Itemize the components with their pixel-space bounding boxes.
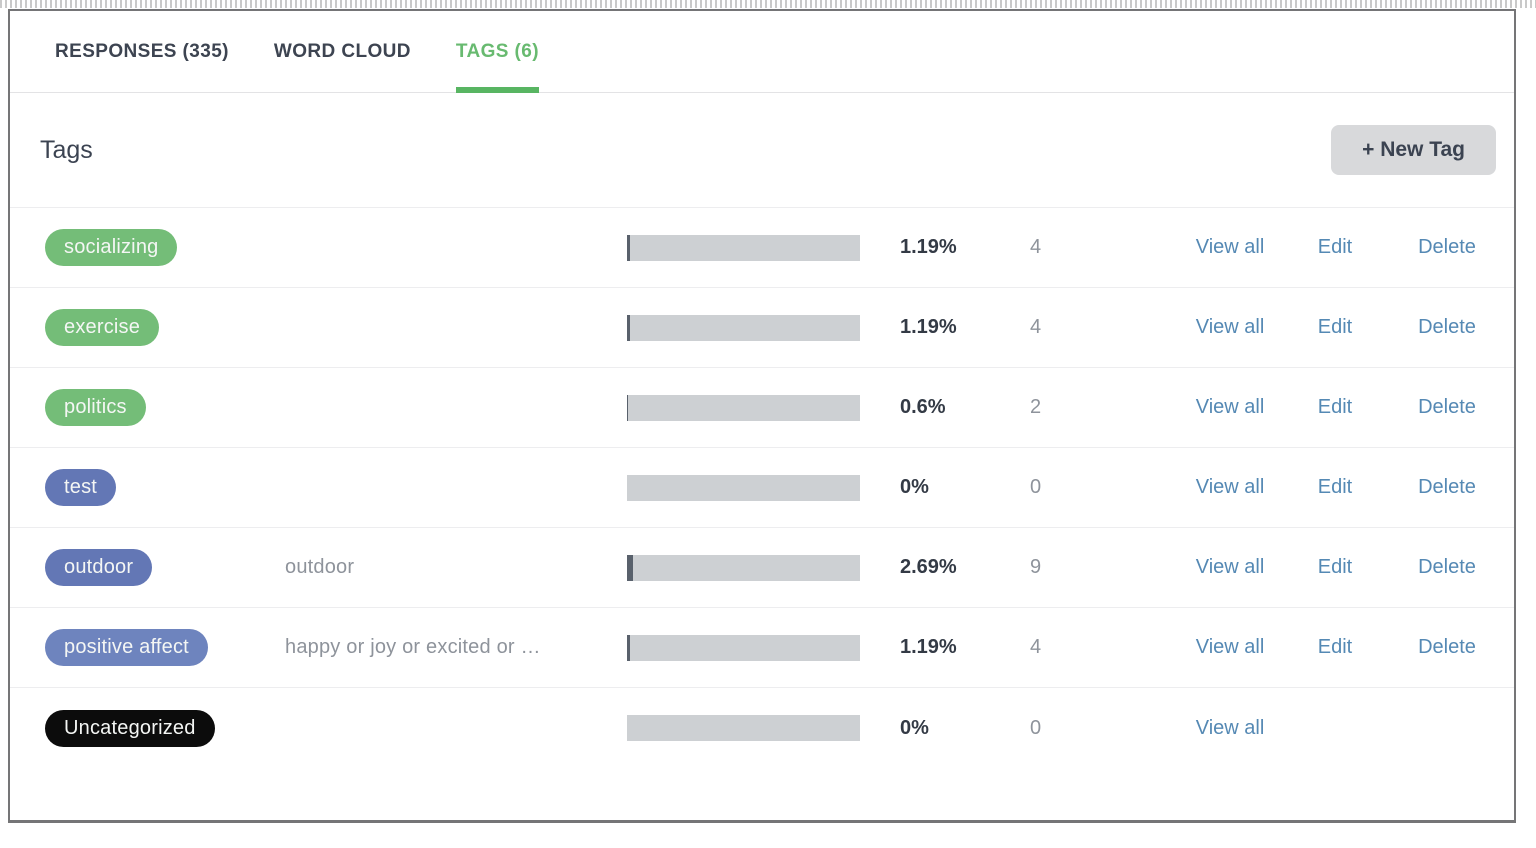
active-tab-indicator bbox=[455, 87, 539, 93]
tag-pill-cell: outdoor bbox=[45, 549, 285, 586]
view-all-link[interactable]: View all bbox=[1195, 476, 1265, 498]
tag-row: exercise 1.19% 4 View all Edit Delete bbox=[10, 288, 1514, 368]
tag-count: 4 bbox=[1030, 236, 1042, 258]
tag-description: happy or joy or excited or … bbox=[285, 636, 541, 658]
tag-percent: 0.6% bbox=[900, 396, 946, 418]
delete-link[interactable]: Delete bbox=[1418, 636, 1476, 658]
tag-progress-bar bbox=[627, 634, 860, 661]
tag-count: 4 bbox=[1030, 316, 1042, 338]
tag-description: outdoor bbox=[285, 556, 355, 578]
tag-percent: 2.69% bbox=[900, 556, 957, 578]
tag-pill: outdoor bbox=[45, 549, 153, 586]
tag-percent: 0% bbox=[900, 716, 929, 739]
tag-progress-bar bbox=[627, 715, 860, 741]
tag-row: Uncategorized 0% 0 View all bbox=[10, 688, 1514, 768]
tag-progress-fill bbox=[627, 314, 630, 341]
tag-count: 9 bbox=[1030, 556, 1042, 578]
edit-link[interactable]: Edit bbox=[1317, 396, 1353, 418]
tag-percent: 0% bbox=[900, 476, 929, 498]
tag-percent: 1.19% bbox=[900, 236, 957, 258]
tag-list: socializing 1.19% 4 View all Edit Delete… bbox=[10, 208, 1514, 768]
tag-progress-bar bbox=[627, 234, 860, 261]
view-all-link[interactable]: View all bbox=[1195, 636, 1265, 658]
tag-row: test 0% 0 View all Edit Delete bbox=[10, 448, 1514, 528]
tag-pill-cell: Uncategorized bbox=[45, 709, 285, 747]
edit-link[interactable]: Edit bbox=[1317, 556, 1353, 578]
new-tag-button[interactable]: + New Tag bbox=[1331, 125, 1496, 175]
tag-percent: 1.19% bbox=[900, 316, 957, 338]
tag-pill: politics bbox=[45, 389, 146, 426]
tag-pill: Uncategorized bbox=[45, 709, 215, 747]
tag-pill: exercise bbox=[45, 309, 160, 346]
tag-count: 0 bbox=[1030, 716, 1042, 739]
view-all-link[interactable]: View all bbox=[1195, 316, 1265, 338]
tag-pill-cell: politics bbox=[45, 389, 285, 426]
view-all-link[interactable]: View all bbox=[1195, 396, 1265, 418]
delete-link[interactable]: Delete bbox=[1418, 556, 1476, 578]
results-card: RESPONSES (335) WORD CLOUD TAGS (6) Tags… bbox=[8, 9, 1516, 823]
delete-link[interactable]: Delete bbox=[1418, 476, 1476, 498]
tag-pill-cell: exercise bbox=[45, 309, 285, 346]
edit-link[interactable]: Edit bbox=[1317, 476, 1353, 498]
tag-pill-cell: test bbox=[45, 469, 285, 506]
tag-progress-bar bbox=[627, 474, 860, 501]
tag-pill: socializing bbox=[45, 229, 178, 266]
tab-bar: RESPONSES (335) WORD CLOUD TAGS (6) bbox=[10, 11, 1514, 93]
tab-responses-label: RESPONSES (335) bbox=[55, 40, 229, 62]
tab-tags-label: TAGS (6) bbox=[455, 40, 539, 62]
tag-count: 4 bbox=[1030, 636, 1042, 658]
delete-link[interactable]: Delete bbox=[1418, 316, 1476, 338]
tab-tags[interactable]: TAGS (6) bbox=[455, 11, 539, 93]
tag-row: outdoor outdoor 2.69% 9 View all Edit De… bbox=[10, 528, 1514, 608]
tag-row: positive affect happy or joy or excited … bbox=[10, 608, 1514, 688]
view-all-link[interactable]: View all bbox=[1195, 556, 1265, 578]
tag-pill: positive affect bbox=[45, 629, 208, 666]
tag-percent: 1.19% bbox=[900, 636, 957, 658]
tag-row: politics 0.6% 2 View all Edit Delete bbox=[10, 368, 1514, 448]
tag-progress-fill bbox=[627, 394, 629, 421]
window-top-stripe bbox=[0, 0, 1536, 8]
page-title: Tags bbox=[40, 135, 93, 164]
view-all-link[interactable]: View all bbox=[1195, 716, 1265, 739]
edit-link[interactable]: Edit bbox=[1317, 636, 1353, 658]
tab-word-cloud[interactable]: WORD CLOUD bbox=[274, 11, 411, 92]
delete-link[interactable]: Delete bbox=[1418, 236, 1476, 258]
tag-pill: test bbox=[45, 469, 117, 506]
tag-count: 2 bbox=[1030, 396, 1042, 418]
edit-link[interactable]: Edit bbox=[1317, 236, 1353, 258]
edit-link[interactable]: Edit bbox=[1317, 316, 1353, 338]
tag-row: socializing 1.19% 4 View all Edit Delete bbox=[10, 208, 1514, 288]
tag-count: 0 bbox=[1030, 476, 1042, 498]
tab-responses[interactable]: RESPONSES (335) bbox=[55, 11, 229, 92]
tag-progress-bar bbox=[627, 314, 860, 341]
tag-pill-cell: positive affect bbox=[45, 629, 285, 666]
tag-progress-fill bbox=[627, 234, 630, 261]
tag-progress-bar bbox=[627, 394, 860, 421]
tag-progress-fill bbox=[627, 554, 634, 581]
tags-header: Tags + New Tag bbox=[10, 93, 1514, 208]
view-all-link[interactable]: View all bbox=[1195, 236, 1265, 258]
tag-progress-bar bbox=[627, 554, 860, 581]
tab-word-cloud-label: WORD CLOUD bbox=[273, 40, 411, 62]
tag-pill-cell: socializing bbox=[45, 229, 285, 266]
tag-progress-fill bbox=[627, 634, 630, 661]
delete-link[interactable]: Delete bbox=[1418, 396, 1476, 418]
